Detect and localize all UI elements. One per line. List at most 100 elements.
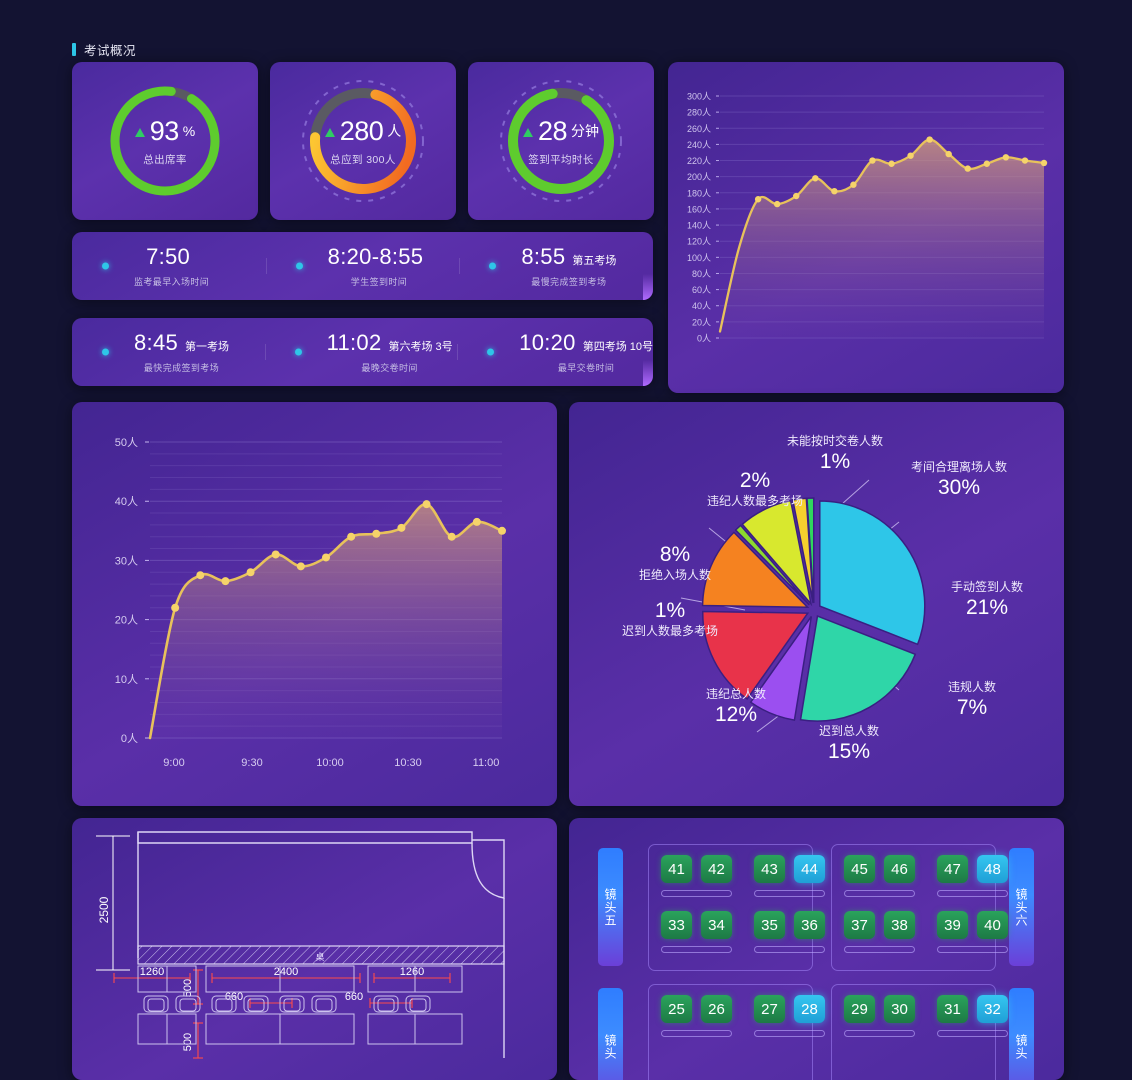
seat-28[interactable]: 28 bbox=[794, 995, 825, 1023]
kpi-card-avg-signin-duration[interactable]: 28 分钟 签到平均时长 bbox=[468, 62, 654, 220]
timeline-time: 11:02 bbox=[326, 330, 382, 355]
seat-block-1: 41 42 43 44 33 34 35 36 bbox=[648, 844, 825, 971]
bullet-dot-icon bbox=[487, 348, 495, 356]
desk bbox=[754, 890, 825, 897]
seat-30[interactable]: 30 bbox=[884, 995, 915, 1023]
kpi-value-group-3: 28 分钟 签到平均时长 bbox=[495, 75, 627, 207]
dim-1260-left: 1260 bbox=[140, 966, 164, 978]
desk bbox=[754, 946, 825, 953]
seat-46[interactable]: 46 bbox=[884, 855, 915, 883]
seat-39[interactable]: 39 bbox=[937, 911, 968, 939]
accent-bar-icon bbox=[72, 43, 76, 56]
svg-text:40人: 40人 bbox=[115, 495, 138, 508]
camera-label-5[interactable]: 镜头五 bbox=[598, 848, 623, 966]
seat-48[interactable]: 48 bbox=[977, 855, 1008, 883]
bullet-dot-icon bbox=[294, 348, 302, 356]
seat-27[interactable]: 27 bbox=[754, 995, 785, 1023]
chart-card-attendance-top: 0人 20人 40人 60人 80人 100人 120人 140人 160人 180人 200人 22… bbox=[668, 62, 1064, 393]
classroom-floor-plan: 桌 2500 1260 2400 1260 500 500 660 660 bbox=[96, 831, 505, 1059]
desk bbox=[661, 1030, 732, 1037]
timeline-time: 7:50 bbox=[146, 244, 191, 269]
seat-47[interactable]: 47 bbox=[937, 855, 968, 883]
desk bbox=[844, 890, 915, 897]
pie-label-reasonable-exit: 考间合理离场人数 30% bbox=[910, 460, 1007, 499]
timeline-item[interactable]: 7:50 监考最早入场时间 bbox=[72, 244, 266, 288]
timeline-sub: 最快完成签到考场 bbox=[143, 363, 220, 373]
pie-label-total-late: 迟到总人数 15% bbox=[818, 724, 879, 763]
seat-43[interactable]: 43 bbox=[754, 855, 785, 883]
seat-row: 33 34 35 36 bbox=[661, 911, 825, 953]
timeline-time: 8:20-8:55 bbox=[327, 244, 424, 269]
timeline-time: 8:45 bbox=[134, 330, 179, 355]
camera-label-left-2[interactable]: 镜头 bbox=[598, 988, 623, 1080]
donut-avg-signin-duration: 28 分钟 签到平均时长 bbox=[495, 75, 627, 207]
svg-text:120人: 120人 bbox=[687, 237, 711, 247]
seat-33[interactable]: 33 bbox=[661, 911, 692, 939]
kpi-card-attendance-rate[interactable]: 93 % 总出席率 bbox=[72, 62, 258, 220]
seat-37[interactable]: 37 bbox=[844, 911, 875, 939]
seat-41[interactable]: 41 bbox=[661, 855, 692, 883]
dim-2400: 2400 bbox=[274, 966, 298, 978]
timeline-sub: 监考最早入场时间 bbox=[134, 277, 210, 287]
timeline-row-1: 7:50 监考最早入场时间 8:20-8:55 学生签到时间 bbox=[72, 232, 653, 300]
desk bbox=[937, 890, 1008, 897]
timeline-item[interactable]: 8:20-8:55 学生签到时间 bbox=[265, 244, 460, 288]
seat-45[interactable]: 45 bbox=[844, 855, 875, 883]
svg-text:280人: 280人 bbox=[687, 108, 711, 118]
dim-500-bottom: 500 bbox=[182, 1033, 194, 1051]
timeline-room: 第四考场 10号 bbox=[582, 341, 653, 353]
bullet-dot-icon bbox=[102, 262, 109, 270]
seat-31[interactable]: 31 bbox=[937, 995, 968, 1023]
seat-34[interactable]: 34 bbox=[701, 911, 732, 939]
timeline-item[interactable]: 8:55 第五考场 最慢完成签到考场 bbox=[459, 244, 653, 288]
timeline-sub: 最晚交卷时间 bbox=[361, 363, 418, 373]
svg-text:220人: 220人 bbox=[687, 156, 711, 166]
attendance-timeline-bottom-chart: 0人 10人 20人 30人 40人 50人 9:00 9:30 10:00 10:30 11:0… bbox=[115, 436, 506, 769]
kpi-unit-3: 分钟 bbox=[571, 123, 600, 139]
seat-row: 45 46 47 48 bbox=[844, 855, 1008, 897]
kpi-unit-2: 人 bbox=[387, 123, 402, 139]
kpi-card-expected-arrivals[interactable]: 280 人 总应到 300人 bbox=[270, 62, 456, 220]
seat-42[interactable]: 42 bbox=[701, 855, 732, 883]
timeline-item[interactable]: 10:20 第四考场 10号 最早交卷时间 bbox=[457, 330, 653, 374]
timeline-sub: 最早交卷时间 bbox=[557, 363, 615, 373]
seat-36[interactable]: 36 bbox=[794, 911, 825, 939]
camera-label-right-2[interactable]: 镜头 bbox=[1009, 988, 1034, 1080]
timeline-sub: 最慢完成签到考场 bbox=[531, 277, 607, 287]
seat-32[interactable]: 32 bbox=[977, 995, 1008, 1023]
seat-35[interactable]: 35 bbox=[754, 911, 785, 939]
pie-label-manual-signin: 手动签到人数 21% bbox=[950, 580, 1023, 619]
timeline-item[interactable]: 11:02 第六考场 3号 最晚交卷时间 bbox=[264, 330, 458, 374]
timeline-room: 第六考场 3号 bbox=[388, 341, 453, 353]
kpi-number-2: 280 bbox=[339, 115, 384, 146]
desk bbox=[844, 1030, 915, 1037]
dim-660-left: 660 bbox=[225, 991, 243, 1003]
pie-label-refused-entry: 8% 拒绝入场人数 bbox=[638, 543, 711, 583]
seat-block-3: 25 26 27 28 bbox=[648, 984, 825, 1080]
svg-text:10:00: 10:00 bbox=[316, 757, 344, 769]
camera-label-6[interactable]: 镜头六 bbox=[1009, 848, 1034, 966]
svg-text:260人: 260人 bbox=[687, 124, 711, 134]
seat-26[interactable]: 26 bbox=[701, 995, 732, 1023]
page-title-text: 考试概况 bbox=[84, 44, 137, 58]
bullet-dot-icon bbox=[489, 262, 497, 270]
bullet-dot-icon bbox=[102, 348, 109, 356]
svg-text:300人: 300人 bbox=[687, 92, 711, 102]
svg-text:100人: 100人 bbox=[687, 253, 711, 263]
seat-map-card: 镜头五 镜头六 镜头 镜头 41 42 43 44 33 34 35 36 45 46 47 48 3… bbox=[569, 818, 1064, 1080]
svg-text:50人: 50人 bbox=[115, 436, 138, 449]
timeline-item[interactable]: 8:45 第一考场 最快完成签到考场 bbox=[72, 330, 265, 374]
svg-text:30人: 30人 bbox=[115, 554, 138, 567]
exam-breakdown-pie-chart bbox=[680, 479, 926, 733]
seat-40[interactable]: 40 bbox=[977, 911, 1008, 939]
desk bbox=[937, 1030, 1008, 1037]
desk bbox=[844, 946, 915, 953]
seat-25[interactable]: 25 bbox=[661, 995, 692, 1023]
trend-up-icon bbox=[134, 127, 145, 137]
timeline-sub: 学生签到时间 bbox=[350, 277, 408, 287]
bullet-dot-icon bbox=[295, 262, 303, 270]
seat-29[interactable]: 29 bbox=[844, 995, 875, 1023]
seat-38[interactable]: 38 bbox=[884, 911, 915, 939]
seat-44[interactable]: 44 bbox=[794, 855, 825, 883]
